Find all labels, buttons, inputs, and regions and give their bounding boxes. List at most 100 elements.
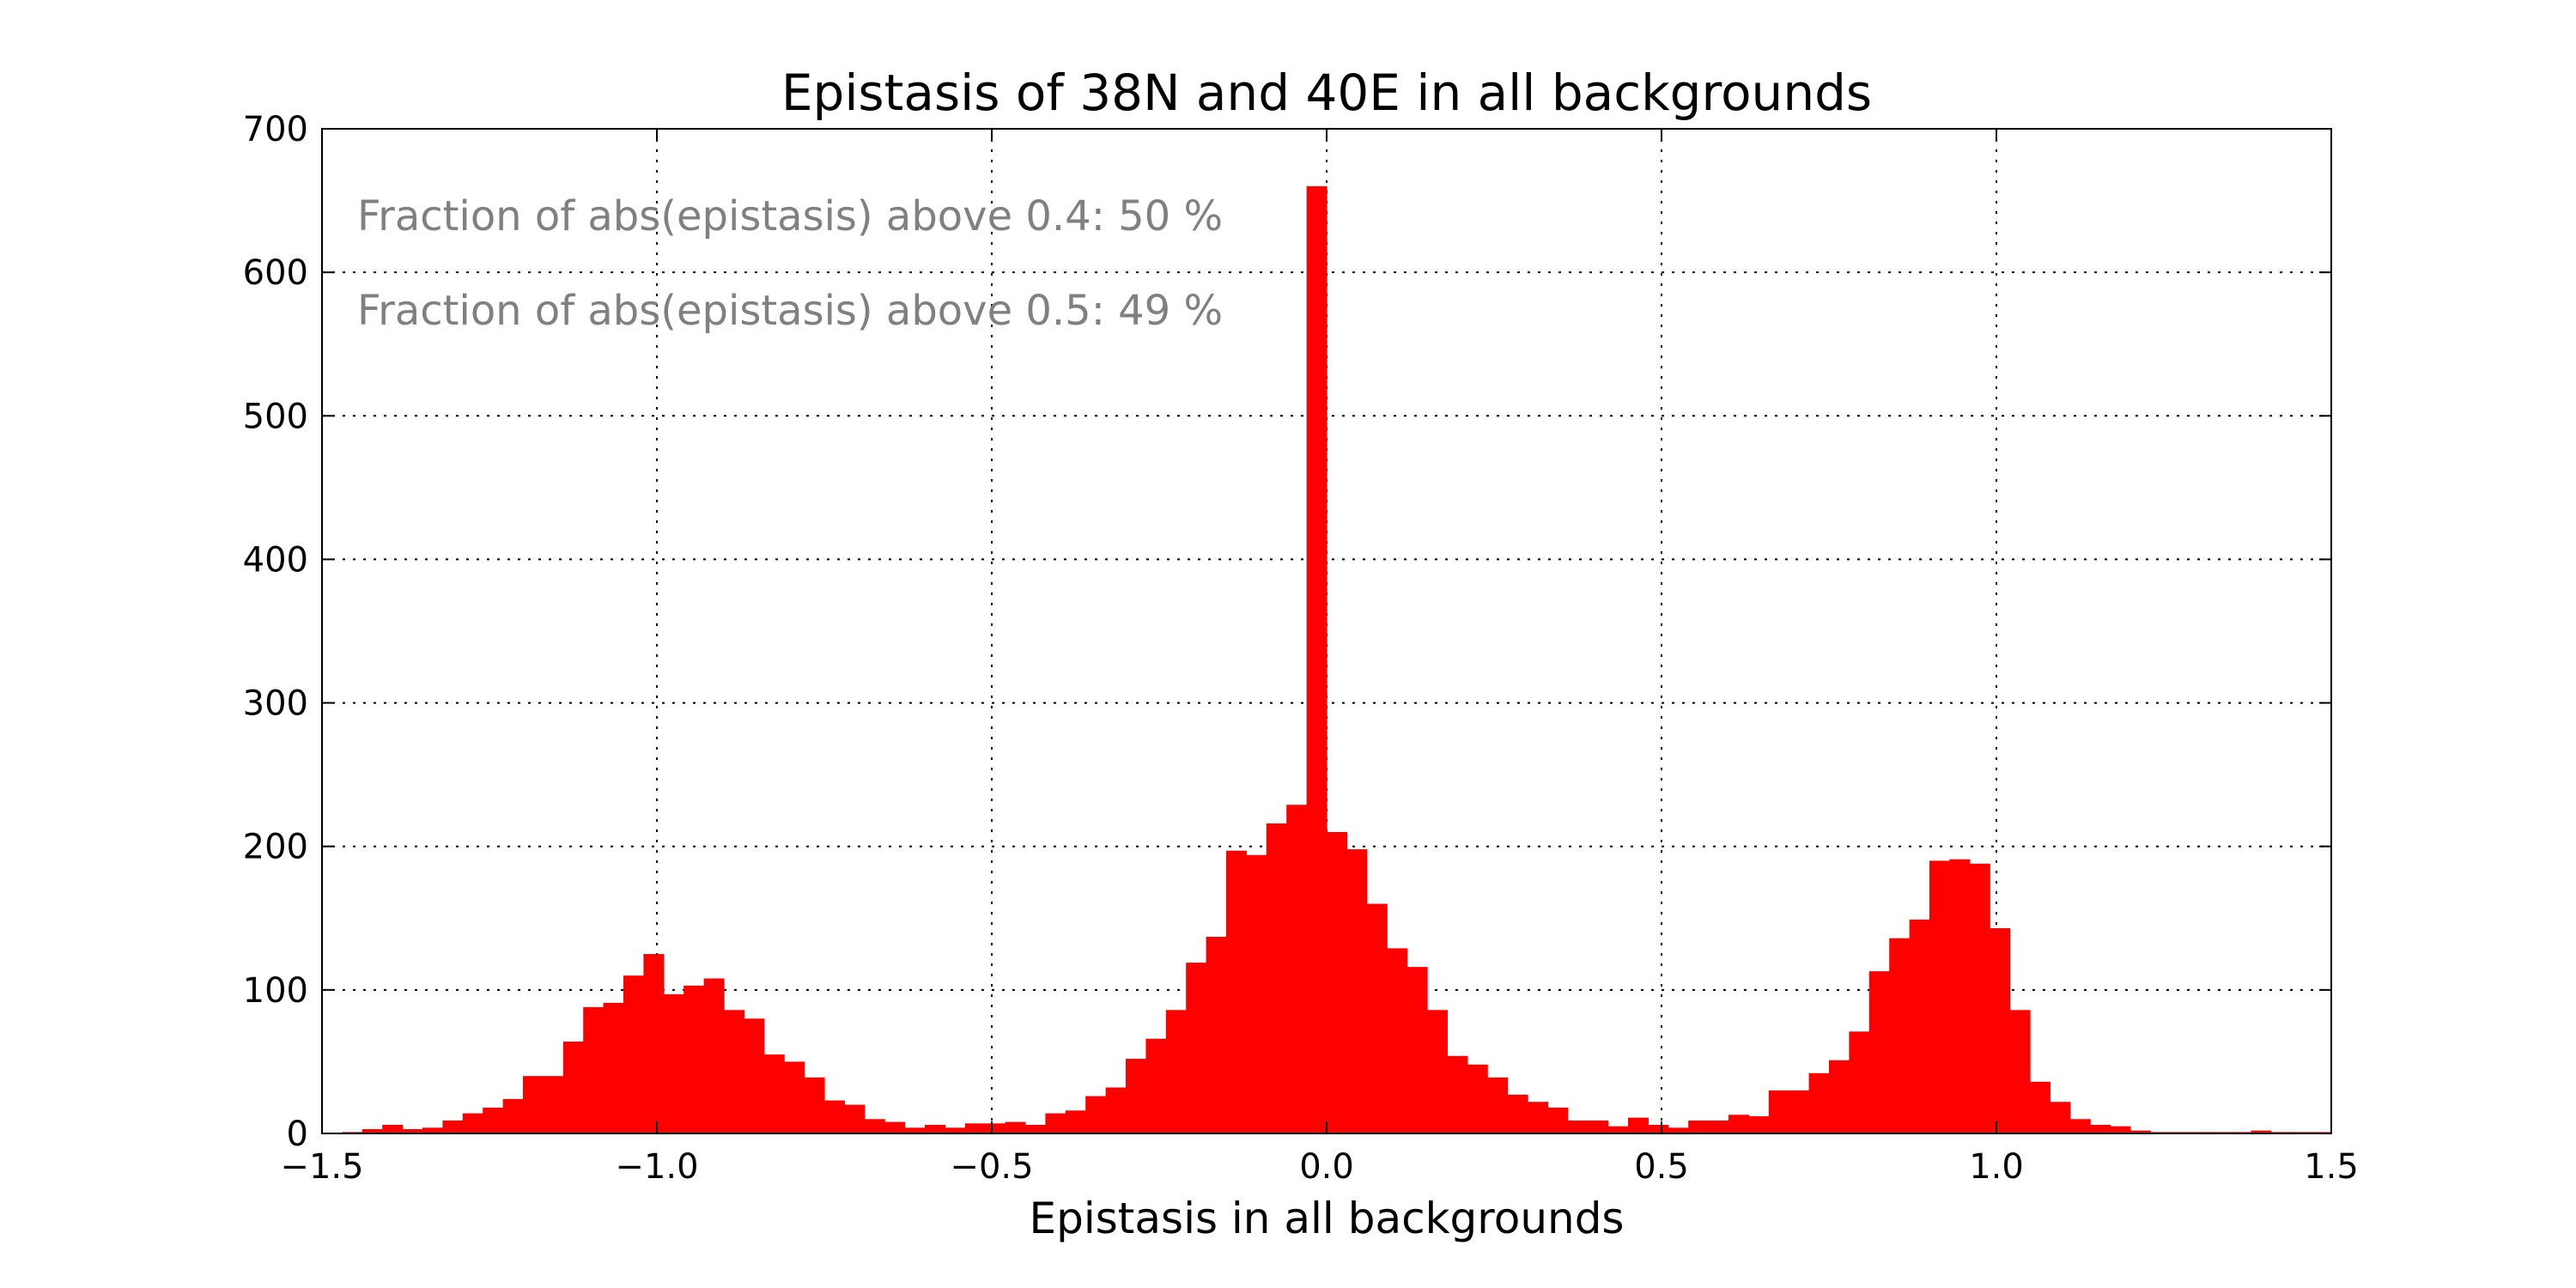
histogram-bar	[1628, 1117, 1649, 1133]
histogram-bar	[2050, 1102, 2071, 1133]
histogram-bar	[562, 1042, 584, 1133]
histogram-bar	[1126, 1059, 1146, 1133]
histogram-bar	[1427, 1010, 1448, 1133]
histogram-bar	[663, 993, 684, 1133]
histogram-bar	[683, 985, 705, 1133]
histogram-bar	[1708, 1120, 1729, 1133]
histogram-bar	[1366, 903, 1388, 1133]
axis-ticks: −1.5 −1.0 −0.5 0.0 0.5 1.0 1.5 0 100 200 300 400 500…	[243, 110, 2359, 1187]
histogram-bar	[1145, 1038, 1167, 1133]
histogram-bar	[1206, 937, 1227, 1133]
histogram-bar	[1648, 1124, 1669, 1133]
histogram-bar	[1607, 1126, 1629, 1133]
annotation-text: Fraction of abs(epistasis) above 0.4: 50…	[357, 192, 1223, 240]
histogram-bar	[442, 1120, 464, 1133]
y-tick-label: 500	[243, 397, 308, 436]
histogram-bar	[925, 1124, 945, 1133]
histogram-bar	[1547, 1107, 1569, 1133]
histogram-bar	[1306, 185, 1327, 1133]
x-tick-label: 1.5	[2304, 1147, 2359, 1187]
histogram-bar	[2069, 1119, 2091, 1133]
histogram-bar	[1889, 938, 1911, 1133]
histogram-bar	[1829, 1060, 1850, 1133]
histogram-bar	[603, 1002, 624, 1133]
histogram-bar	[623, 975, 644, 1133]
histogram-bar	[784, 1061, 805, 1133]
histogram-bar	[2090, 1124, 2111, 1133]
chart-title: Epistasis of 38N and 40E in all backgrou…	[781, 64, 1872, 122]
histogram-bar	[1748, 1115, 1770, 1133]
histogram-bar	[643, 954, 665, 1133]
histogram-bar	[543, 1076, 564, 1133]
histogram-bar	[1909, 919, 1930, 1133]
histogram-bar	[2009, 1010, 2031, 1133]
histogram-bar	[1186, 963, 1207, 1133]
histogram-bar	[1266, 823, 1287, 1133]
histogram-bars	[342, 185, 2332, 1133]
histogram-bar	[422, 1127, 443, 1133]
histogram-bar	[2251, 1130, 2272, 1133]
histogram-bar	[1105, 1087, 1127, 1133]
histogram-bar	[703, 978, 725, 1133]
histogram-bar	[1387, 948, 1408, 1133]
annotations: Fraction of abs(epistasis) above 0.4: 50…	[357, 192, 1223, 335]
histogram-bar	[1588, 1120, 1609, 1133]
histogram-bar	[1528, 1102, 1548, 1133]
x-tick-label: −1.0	[615, 1147, 698, 1187]
histogram-bar	[904, 1127, 926, 1133]
histogram-bar	[1447, 1055, 1468, 1133]
histogram-bar	[583, 1006, 605, 1133]
histogram-bar	[1487, 1077, 1509, 1133]
histogram-bar	[1246, 854, 1267, 1133]
histogram-bar	[1768, 1090, 1789, 1133]
histogram-bar	[361, 1128, 383, 1133]
histogram-bar	[864, 1119, 885, 1133]
histogram-bar	[1045, 1113, 1066, 1133]
y-tick-label: 200	[243, 828, 308, 867]
histogram-bar	[502, 1098, 524, 1133]
y-tick-label: 400	[243, 540, 308, 580]
histogram-bar	[884, 1121, 906, 1133]
histogram-bar	[1165, 1010, 1187, 1133]
y-tick-label: 700	[243, 110, 308, 149]
histogram-bar	[1226, 850, 1247, 1133]
histogram-bar	[1406, 967, 1428, 1133]
histogram-bar	[1507, 1094, 1528, 1133]
histogram-bar	[1346, 849, 1368, 1133]
histogram-bar	[1025, 1124, 1046, 1133]
histogram-bar	[402, 1128, 423, 1133]
histogram-bar	[985, 1123, 1006, 1133]
histogram-bar	[382, 1124, 404, 1133]
histogram-bar	[1467, 1064, 1488, 1133]
histogram-bar	[462, 1113, 483, 1133]
histogram-bar	[1868, 971, 1890, 1133]
histogram-bar	[1688, 1120, 1710, 1133]
histogram-bar	[1849, 1031, 1870, 1133]
x-tick-label: 0.0	[1299, 1147, 1354, 1187]
histogram-bar	[763, 1054, 785, 1133]
histogram-bar	[1286, 805, 1308, 1133]
annotation-text: Fraction of abs(epistasis) above 0.5: 49…	[357, 287, 1223, 335]
y-tick-label: 100	[243, 971, 308, 1011]
histogram-bar	[844, 1104, 866, 1133]
x-tick-label: 1.0	[1969, 1147, 2024, 1187]
histogram-bar	[1789, 1090, 1810, 1133]
histogram-bar	[1567, 1120, 1589, 1133]
histogram-bar	[2030, 1081, 2050, 1133]
y-tick-label: 0	[287, 1115, 308, 1154]
histogram-bar	[1990, 927, 2011, 1133]
histogram-bar	[1005, 1121, 1026, 1133]
histogram-bar	[523, 1076, 544, 1133]
x-axis-label: Epistasis in all backgrounds	[1030, 1194, 1625, 1243]
histogram-bar	[483, 1107, 504, 1133]
histogram-bar	[824, 1100, 845, 1133]
histogram-bar	[2130, 1130, 2151, 1133]
y-tick-label: 300	[243, 684, 308, 724]
histogram-bar	[1728, 1115, 1749, 1133]
histogram-bar	[1668, 1127, 1689, 1133]
x-tick-label: −0.5	[950, 1147, 1033, 1187]
histogram-bar	[1949, 859, 1971, 1133]
histogram-bar	[1969, 863, 1990, 1133]
y-tick-label: 600	[243, 253, 308, 293]
